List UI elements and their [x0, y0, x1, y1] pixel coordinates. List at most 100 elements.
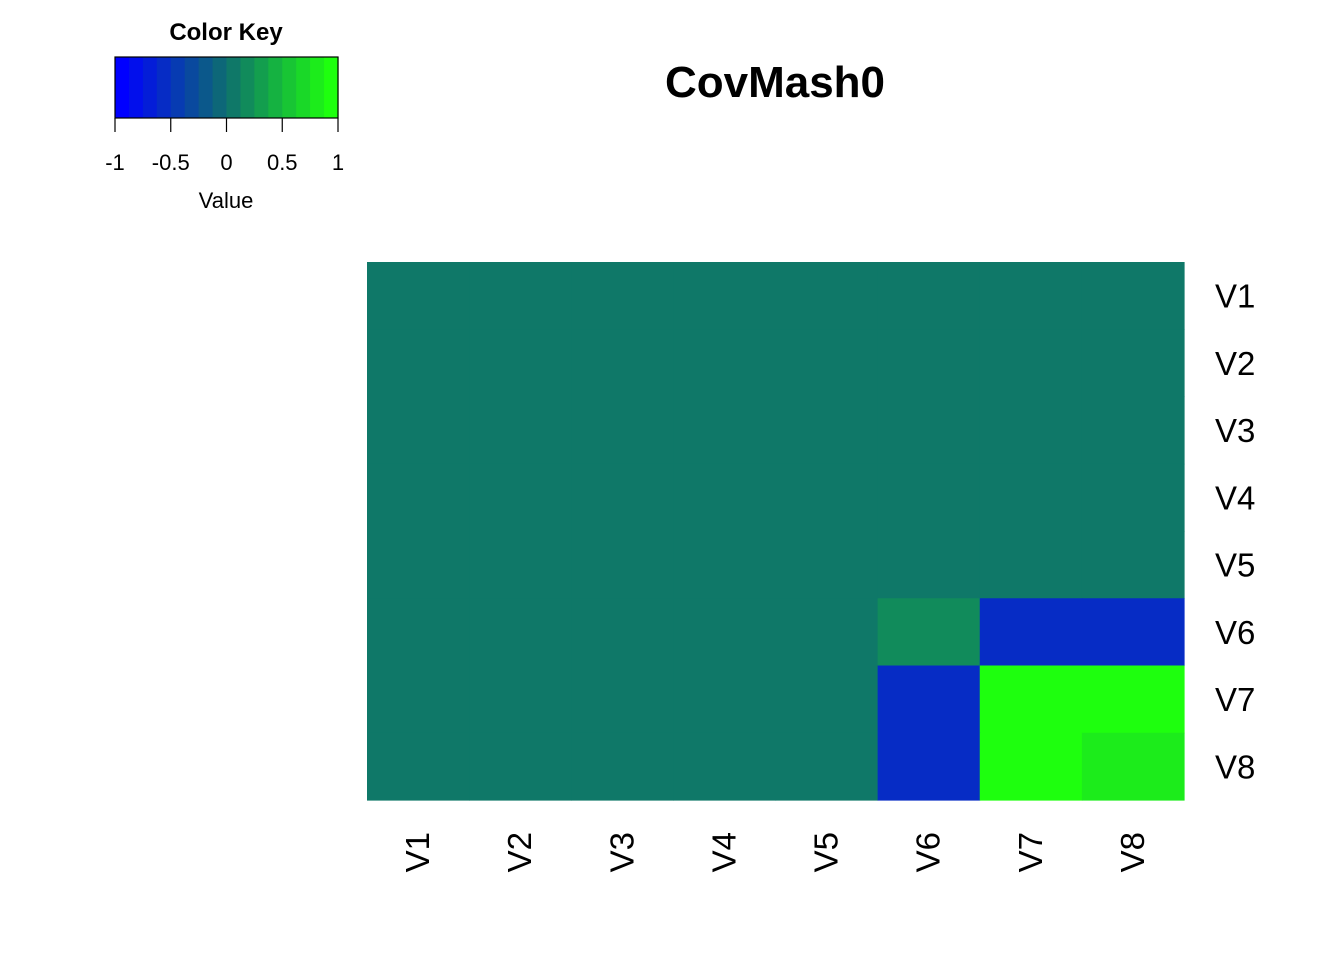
color-key-tick-label: 0: [220, 150, 232, 175]
heatmap-cell-V2-V4: [673, 329, 777, 398]
row-labels: V1 V2 V3 V4 V5 V6 V7 V8: [1215, 278, 1255, 786]
heatmap-cell-V6-V5: [775, 598, 879, 667]
heatmap-cell-V8-V7: [979, 732, 1083, 801]
heatmap-cell-V4-V1: [367, 463, 470, 532]
color-key-bin: [240, 57, 255, 118]
color-key-bar: [115, 57, 339, 118]
column-label-V3: V3: [603, 832, 640, 872]
row-label-V2: V2: [1215, 345, 1255, 382]
heatmap-cell-V4-V7: [979, 463, 1083, 532]
heatmap-cell-V5-V3: [571, 531, 674, 599]
color-key-bin: [282, 57, 297, 118]
heatmap-cell-V6-V1: [367, 598, 470, 667]
row-label-V7: V7: [1215, 681, 1255, 718]
heatmap-cell-V6-V7: [979, 598, 1083, 667]
heatmap-cell-V8-V4: [673, 732, 777, 801]
heatmap-cell-V3-V2: [469, 396, 572, 465]
heatmap-cell-V1-V4: [673, 262, 777, 330]
heatmap-cell-V4-V2: [469, 463, 572, 532]
heatmap-cell-V5-V4: [673, 531, 777, 599]
heatmap-cell-V7-V4: [673, 665, 777, 734]
heatmap-cell-V2-V3: [571, 329, 674, 398]
heatmap-cell-V1-V7: [979, 262, 1083, 330]
color-key-bin: [115, 57, 130, 118]
heatmap-cell-V8-V8: [1081, 732, 1185, 801]
color-key-bin: [212, 57, 228, 118]
heatmap-cell-V7-V3: [571, 665, 674, 734]
heatmap-cell-V3-V1: [367, 396, 470, 465]
heatmap-cell-V5-V2: [469, 531, 572, 599]
row-label-V5: V5: [1215, 547, 1255, 584]
heatmap-cell-V8-V2: [469, 732, 572, 801]
heatmap-cell-V7-V5: [775, 665, 879, 734]
heatmap-cell-V5-V8: [1081, 531, 1185, 599]
heatmap-cell-V7-V7: [979, 665, 1083, 734]
heatmap-cell-V3-V7: [979, 396, 1083, 465]
heatmap-cell-V2-V1: [367, 329, 470, 398]
heatmap-cell-V1-V2: [469, 262, 572, 330]
chart-title: CovMash0: [665, 58, 885, 107]
heatmap-cells: [367, 262, 1185, 801]
color-key-bin: [268, 57, 283, 118]
column-label-V6: V6: [910, 832, 947, 872]
color-key-bin: [310, 57, 325, 118]
color-key-tick-label: 1: [332, 150, 344, 175]
heatmap-cell-V8-V1: [367, 732, 470, 801]
heatmap-cell-V6-V3: [571, 598, 674, 667]
row-label-V6: V6: [1215, 614, 1255, 651]
color-key-tick-label: -0.5: [152, 150, 190, 175]
color-key-bin: [324, 57, 339, 118]
column-label-V4: V4: [705, 832, 742, 872]
color-key-axis: -1 -0.5 0 0.5 1: [105, 118, 344, 175]
heatmap-cell-V2-V8: [1081, 329, 1185, 398]
heatmap-cell-V2-V6: [877, 329, 981, 398]
heatmap-cell-V3-V5: [775, 396, 879, 465]
heatmap-cell-V7-V1: [367, 665, 470, 734]
heatmap-cell-V6-V2: [469, 598, 572, 667]
heatmap-cell-V3-V4: [673, 396, 777, 465]
color-key-bin: [184, 57, 200, 118]
row-label-V3: V3: [1215, 412, 1255, 449]
heatmap-cell-V4-V3: [571, 463, 674, 532]
row-label-V4: V4: [1215, 479, 1255, 516]
heatmap-cell-V1-V5: [775, 262, 879, 330]
color-key-bin: [296, 57, 311, 118]
color-key-bin: [254, 57, 269, 118]
heatmap-cell-V2-V5: [775, 329, 879, 398]
color-key-bin: [156, 57, 172, 118]
row-label-V1: V1: [1215, 278, 1255, 315]
heatmap-cell-V6-V4: [673, 598, 777, 667]
heatmap-cell-V8-V3: [571, 732, 674, 801]
column-label-V1: V1: [399, 832, 436, 872]
color-key-bin: [142, 57, 158, 118]
color-key-bin: [128, 57, 144, 118]
color-key: Color Key -1 -0.5 0 0.5 1 Value: [105, 19, 344, 213]
color-key-tick-label: -1: [105, 150, 125, 175]
heatmap-cell-V8-V5: [775, 732, 879, 801]
heatmap-cell-V2-V7: [979, 329, 1083, 398]
column-label-V2: V2: [501, 832, 538, 872]
heatmap-cell-V6-V6: [877, 598, 981, 667]
heatmap-cell-V8-V6: [877, 732, 981, 801]
heatmap-cell-V7-V2: [469, 665, 572, 734]
heatmap-cell-V4-V5: [775, 463, 879, 532]
heatmap-cell-V4-V8: [1081, 463, 1185, 532]
column-label-V5: V5: [808, 832, 845, 872]
row-label-V8: V8: [1215, 748, 1255, 785]
column-labels: V1 V2 V3 V4 V5 V6 V7 V8: [399, 832, 1151, 872]
color-key-bin: [198, 57, 214, 118]
heatmap-cell-V7-V8: [1081, 665, 1185, 734]
heatmap-cell-V2-V2: [469, 329, 572, 398]
heatmap-cell-V1-V6: [877, 262, 981, 330]
heatmap-cell-V5-V5: [775, 531, 879, 599]
column-label-V7: V7: [1012, 832, 1049, 872]
heatmap-cell-V3-V6: [877, 396, 981, 465]
column-label-V8: V8: [1114, 832, 1151, 872]
heatmap-cell-V5-V7: [979, 531, 1083, 599]
heatmap-cell-V3-V3: [571, 396, 674, 465]
color-key-axis-label: Value: [199, 188, 254, 213]
heatmap-cell-V4-V6: [877, 463, 981, 532]
color-key-bin: [226, 57, 242, 118]
heatmap-cell-V7-V6: [877, 665, 981, 734]
heatmap-cell-V4-V4: [673, 463, 777, 532]
